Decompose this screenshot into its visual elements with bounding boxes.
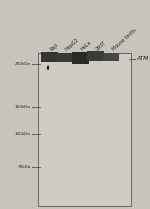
Bar [72, 52, 88, 64]
Text: HeLa: HeLa [80, 40, 93, 52]
Bar [56, 52, 73, 62]
Text: 150kDa: 150kDa [15, 105, 31, 109]
Text: 100kDa: 100kDa [15, 132, 31, 136]
Ellipse shape [47, 65, 49, 70]
Bar [103, 53, 119, 61]
Text: Mouse testis: Mouse testis [111, 27, 137, 52]
Text: 250kDa: 250kDa [15, 62, 31, 66]
Bar [38, 53, 130, 206]
Text: 70kDa: 70kDa [18, 165, 31, 169]
Bar [41, 52, 58, 62]
Text: ATM: ATM [136, 56, 149, 61]
Text: HepG2: HepG2 [64, 37, 80, 52]
Text: 293T: 293T [95, 40, 108, 52]
Bar [87, 51, 104, 61]
Text: Raji: Raji [50, 42, 60, 52]
